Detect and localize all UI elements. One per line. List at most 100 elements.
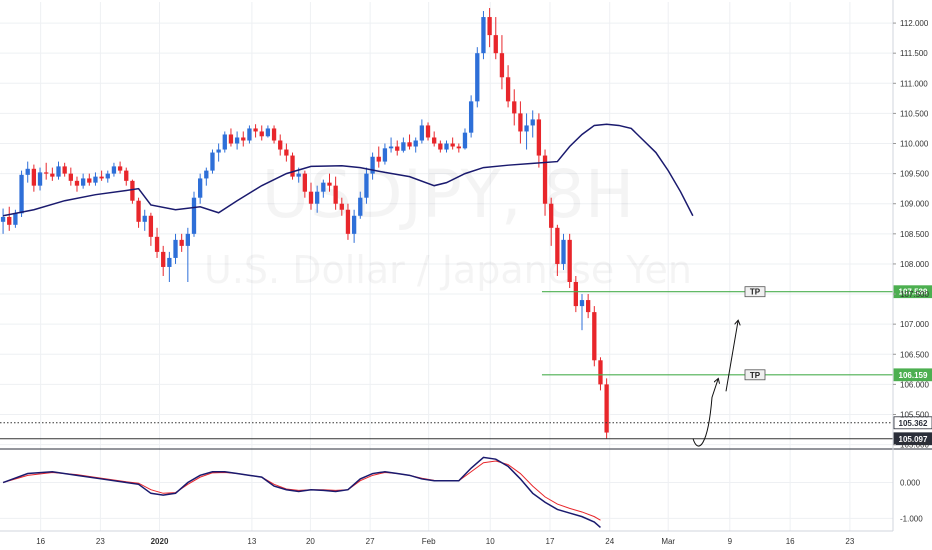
candle-body: [364, 173, 369, 198]
candle-body: [234, 137, 240, 144]
price-level-tag: [893, 432, 932, 446]
moving-average: [2, 123, 694, 217]
candle-body: [598, 360, 603, 385]
candle-body: [555, 227, 560, 264]
tp-marker-box: [744, 286, 766, 298]
candle-body: [161, 251, 166, 267]
candle-body: [351, 215, 357, 234]
candle-body: [7, 216, 12, 225]
candle-body: [31, 168, 37, 186]
candle-body: [216, 149, 221, 153]
candle-body: [142, 215, 147, 222]
candle-body: [542, 155, 548, 204]
candle-body: [536, 119, 542, 156]
candle-body: [25, 168, 30, 175]
candle-body: [376, 156, 381, 162]
candle-body: [247, 128, 252, 141]
candle-body: [148, 215, 154, 237]
candle-body: [284, 149, 289, 156]
candle-body: [561, 239, 566, 264]
candle-body: [592, 312, 597, 361]
candle-body: [130, 180, 135, 201]
candle-body: [315, 191, 320, 204]
y-tick-label: 109.000: [900, 200, 929, 209]
candle-body: [382, 148, 388, 162]
candle-body: [549, 203, 554, 228]
x-tick-label: 23: [96, 537, 105, 546]
x-tick-label: 10: [486, 537, 495, 546]
price-level-tag: [893, 285, 932, 299]
candle-body: [167, 257, 172, 267]
candle-body: [499, 53, 505, 78]
y-tick-label: 105.500: [900, 410, 929, 419]
candle-body: [456, 146, 461, 149]
tp-marker-label: TP: [750, 371, 761, 380]
candle-body: [197, 178, 203, 198]
candles: [0, 8, 609, 439]
price-level-label: 106.159: [899, 371, 928, 380]
candle-body: [518, 113, 523, 132]
tp-marker-box: [744, 369, 766, 381]
candle-body: [512, 101, 517, 114]
x-tick-label: 27: [366, 537, 375, 546]
price-level-label: 105.362: [899, 419, 928, 428]
candle-body: [228, 134, 234, 144]
candle-body: [450, 143, 455, 147]
candle-body: [333, 185, 338, 204]
forecast-arrow-first: [692, 379, 718, 447]
oscillator-pane: [0, 448, 932, 528]
candle-body: [481, 17, 486, 54]
watermark: USDJPY, 8H U.S. Dollar / Japanese Yen: [204, 156, 692, 292]
candle-body: [327, 182, 332, 186]
price-level-label: 107.539: [899, 288, 928, 297]
candle-body: [44, 172, 49, 174]
candle-body: [271, 128, 277, 141]
x-tick-label: 9: [728, 537, 733, 546]
oscillator-signal-line: [2, 460, 601, 521]
candle-body: [388, 146, 394, 149]
candle-body: [407, 142, 412, 147]
candle-body: [37, 172, 43, 186]
candle-body: [462, 132, 468, 149]
candle-body: [154, 236, 160, 252]
candle-body: [585, 300, 591, 313]
candle-body: [604, 384, 609, 433]
candle-body: [105, 173, 110, 179]
candle-body: [74, 180, 80, 186]
price-level-tag: [893, 368, 932, 382]
candle-body: [370, 156, 375, 174]
x-tick-label: 23: [845, 537, 854, 546]
candle-body: [111, 166, 117, 174]
x-tick-label: 13: [247, 537, 256, 546]
candle-body: [204, 170, 209, 179]
tp-marker-label: TP: [750, 288, 761, 297]
candle-body: [179, 239, 184, 246]
candle-body: [444, 143, 449, 150]
candle-body: [505, 77, 511, 102]
candle-body: [290, 155, 295, 177]
candle-body: [68, 173, 73, 181]
candle-body: [13, 213, 18, 225]
candle-body: [438, 143, 443, 150]
oscillator-tick-label: 0.000: [900, 479, 921, 488]
y-tick-label: 112.000: [900, 19, 929, 28]
forecast-arrow-second: [725, 321, 738, 392]
watermark-description: U.S. Dollar / Japanese Yen: [204, 248, 692, 292]
y-tick-label: 109.500: [900, 170, 929, 179]
candle-body: [50, 173, 55, 177]
annotations: [692, 321, 738, 447]
candle-body: [19, 174, 24, 214]
candle-body: [0, 216, 6, 222]
candle-body: [87, 178, 92, 183]
x-tick-label: 17: [546, 537, 555, 546]
price-levels: 107.539 TP 106.159 TP 105.362 105.097: [0, 285, 932, 446]
candle-body: [99, 176, 104, 179]
candle-body: [308, 191, 314, 204]
candle-body: [579, 300, 585, 307]
y-tick-label: 111.500: [900, 49, 928, 58]
candle-body: [191, 197, 197, 234]
candle-body: [278, 140, 283, 150]
x-tick-label: 20: [306, 537, 315, 546]
